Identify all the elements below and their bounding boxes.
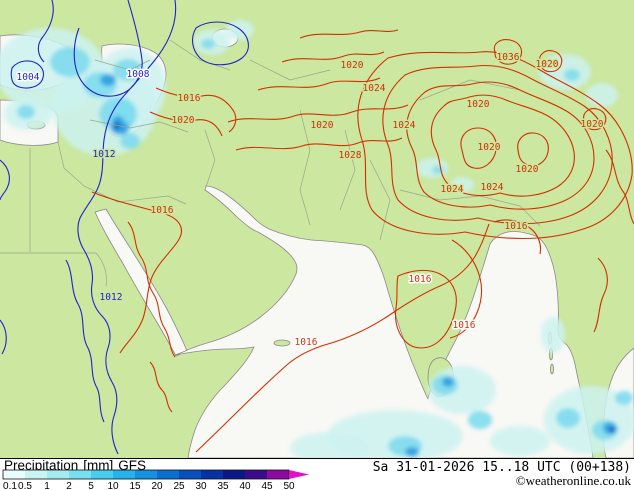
legend-title: Precipitation [mm] GFS [4,459,151,473]
nicobar-island [550,363,554,375]
isobar-label: 1016 [409,274,432,285]
scale-segment [179,470,201,479]
isobar-label: 1004 [17,72,40,83]
isobar-lines-high [91,29,634,453]
scale-segment [245,470,267,479]
scale-segment [135,470,157,479]
scale-segment [267,470,289,479]
isobar-label: 1016 [178,93,201,104]
map-area: 1004 1008 1012 1012 1016 1020 1016 1020 1024 1020… [0,0,634,458]
isobar-lines-low [0,0,249,455]
scale-tick-label: 1 [44,481,50,490]
scale-tick-label: 20 [151,481,163,490]
isobar-label: 1024 [441,184,464,195]
scale-tick-label: 0.1 [3,481,17,490]
isobar-label: 1028 [339,150,362,161]
scale-segment [113,470,135,479]
isobar-label: 1024 [393,120,416,131]
isobar-label: 1016 [505,221,528,232]
precipitation-layer [0,20,634,458]
isobar-label: 1020 [311,120,334,131]
scale-tick-label: 40 [239,481,251,490]
product-unit: [mm] [83,458,114,473]
isobar-label: 1020 [172,115,195,126]
isobar-label: 1012 [100,292,123,303]
isobar-label: 1020 [516,164,539,175]
isobar-label: 1020 [536,59,559,70]
red-sea [94,208,188,357]
scale-arrow [289,470,309,479]
scale-tick-label: 25 [173,481,185,490]
scale-tick-label: 15 [129,481,141,490]
isobar-label: 1020 [467,99,490,110]
scale-segment [3,470,25,479]
scale-segment [69,470,91,479]
socotra [273,339,291,347]
isobar-label: 1016 [295,337,318,348]
scale-segment [157,470,179,479]
scale-tick-label: 2 [66,481,72,490]
scale-tick-label: 35 [217,481,229,490]
scale-tick-label: 50 [283,481,295,490]
isobar-label: 1024 [481,182,504,193]
precipitation-scale: 0.1 0.5 1 2 5 10 15 20 25 30 35 40 45 50 [2,469,309,490]
scale-segment [201,470,223,479]
scale-tick-label: 30 [195,481,207,490]
datetime-label: Sa 31-01-2026 15..18 UTC (00+138) [372,460,631,475]
isobar-labels: 1004 1008 1012 1012 1016 1020 1016 1020 1024 1020… [15,51,605,350]
isobar-label: 1036 [497,52,520,63]
legend-bar: Precipitation [mm] GFS Sa 31-01-2026 15..1… [0,458,634,490]
isobar-label: 1016 [453,320,476,331]
isobar-label: 1016 [151,205,174,216]
scale-segment [47,470,69,479]
country-borders [0,39,541,287]
scale-tick-label: 0.5 [18,481,32,490]
isobar-label: 1020 [341,60,364,71]
weather-map: 1004 1008 1012 1012 1016 1020 1016 1020 1024 1020… [0,0,634,458]
copyright-label: ©weatheronline.co.uk [515,473,631,488]
product-name: Precipitation [4,458,79,473]
scale-segment [91,470,113,479]
scale-tick-label: 5 [88,481,94,490]
scale-tick-label: 45 [261,481,273,490]
scale-tick-label: 10 [107,481,119,490]
scale-segment [223,470,245,479]
isobar-label: 1012 [93,149,116,160]
isobar-label: 1024 [363,83,386,94]
isobar-label: 1020 [581,119,604,130]
isobar-label: 1008 [127,69,150,80]
scale-segment [25,470,47,479]
isobar-label: 1020 [478,142,501,153]
model-name: GFS [118,458,147,473]
